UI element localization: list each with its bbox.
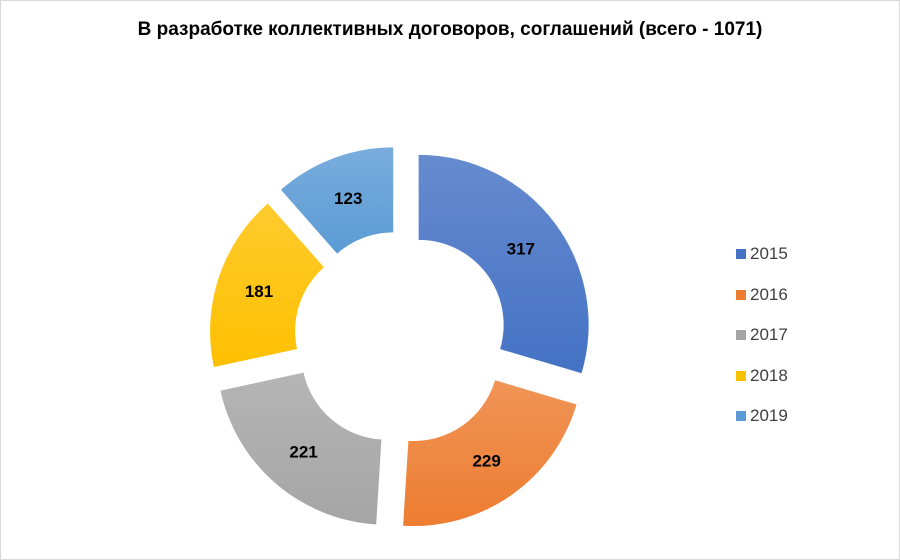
legend-label: 2019	[750, 406, 788, 425]
legend-label: 2018	[750, 365, 788, 385]
slice-2015	[418, 154, 589, 374]
data-label-2018: 181	[245, 282, 273, 301]
legend-item-2016: 2016	[736, 285, 788, 305]
legend-item-2017: 2017	[736, 325, 788, 345]
legend: 2015 2016 2017 2018 2019	[736, 244, 788, 447]
legend-label: 2016	[750, 284, 788, 304]
data-label-2019: 123	[334, 189, 362, 208]
slice-2019	[280, 147, 394, 254]
legend-swatch	[736, 249, 746, 259]
legend-label: 2015	[750, 244, 788, 263]
legend-swatch	[736, 411, 746, 421]
chart-title: В разработке коллективных договоров, сог…	[137, 19, 763, 40]
data-label-2016: 229	[472, 452, 500, 471]
slice-2017	[220, 372, 382, 525]
slice-2018	[210, 203, 324, 367]
legend-swatch	[736, 289, 746, 300]
legend-label: 2017	[750, 325, 788, 344]
data-label-2015: 317	[507, 240, 535, 259]
legend-swatch	[736, 370, 746, 381]
legend-item-2018: 2018	[736, 366, 788, 386]
slice-2016	[403, 380, 577, 527]
legend-item-2015: 2015	[736, 244, 788, 264]
legend-swatch	[736, 330, 746, 340]
legend-item-2019: 2019	[736, 406, 788, 426]
data-label-2017: 221	[289, 442, 317, 461]
